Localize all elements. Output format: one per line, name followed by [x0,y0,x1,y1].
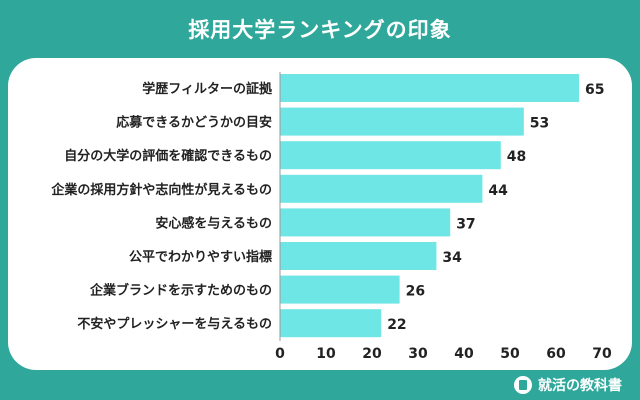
x-tick-label: 10 [316,346,336,362]
brand-logo: 就活の教科書 [514,374,622,396]
data-label: 44 [488,183,508,199]
x-tick-label: 40 [454,346,474,362]
category-label: 公平でわかりやすい指標 [129,249,272,265]
data-label: 65 [585,82,604,98]
bar [280,309,382,338]
brand-name: 就活の教科書 [538,378,622,394]
bar [280,208,451,237]
book-icon [514,376,532,394]
category-label: 応募できるかどうかの目安 [116,115,272,131]
category-label: 学歴フィルターの証拠 [142,81,273,97]
category-label: 企業の採用方針や志向性が見えるもの [50,182,272,198]
x-tick-label: 30 [408,346,428,362]
bar [280,242,437,270]
x-tick-label: 20 [362,346,382,362]
data-label: 34 [442,250,462,266]
x-tick-label: 50 [500,346,520,362]
data-label: 26 [406,284,425,300]
category-label: 不安やプレッシャーを与えるもの [77,316,272,332]
bar [280,107,524,136]
x-tick-label: 0 [275,346,285,362]
bar [280,174,483,203]
data-label: 48 [507,149,526,165]
data-label: 22 [387,317,406,333]
category-label: 安心感を与えるもの [155,215,272,231]
data-label: 53 [530,116,549,132]
bar [280,275,400,304]
x-tick-label: 60 [546,346,566,362]
category-label: 企業ブランドを示すためのもの [89,283,272,299]
category-label: 自分の大学の評価を確認できるもの [64,148,272,164]
chart-title: 採用大学ランキングの印象 [188,18,452,42]
bar [280,141,501,170]
data-label: 37 [456,216,475,232]
x-tick-label: 70 [592,346,612,362]
bar [280,74,579,102]
